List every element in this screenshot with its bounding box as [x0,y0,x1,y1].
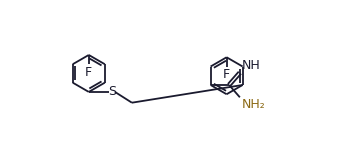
Text: F: F [223,68,230,81]
Text: F: F [85,66,92,79]
Text: S: S [108,85,116,98]
Text: NH: NH [242,59,260,72]
Text: NH₂: NH₂ [242,98,265,111]
